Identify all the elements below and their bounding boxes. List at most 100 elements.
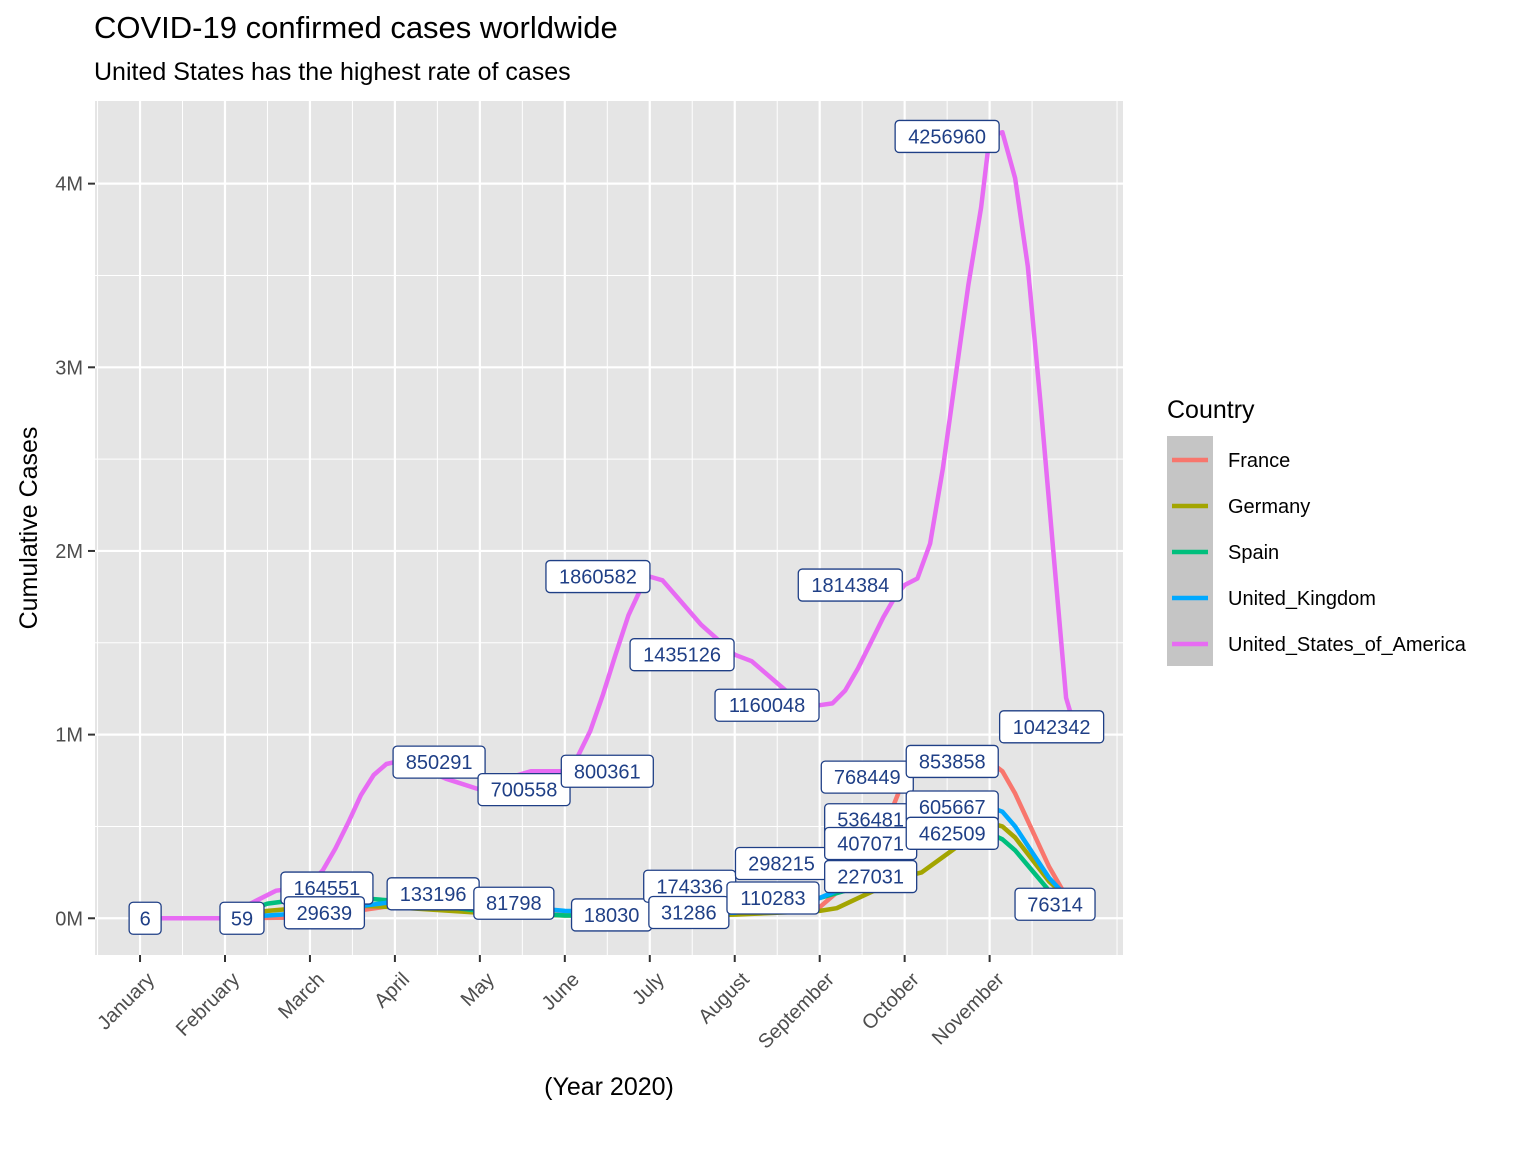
data-label-text: 853858 xyxy=(919,751,986,773)
data-label: 110283 xyxy=(726,881,820,915)
x-tick-label: September xyxy=(754,968,839,1053)
data-label-text: 605667 xyxy=(919,797,986,819)
data-label: 1160048 xyxy=(714,688,820,722)
x-tick-label: August xyxy=(694,968,754,1028)
x-tick-label: February xyxy=(172,969,244,1041)
data-label-box xyxy=(714,688,820,722)
data-label-box xyxy=(998,710,1105,744)
data-label: 850291 xyxy=(392,745,486,779)
data-label-box xyxy=(824,859,918,894)
x-tick-label: October xyxy=(858,968,924,1034)
data-label: 59 xyxy=(219,901,265,935)
data-label: 76314 xyxy=(1014,887,1096,921)
data-label-text: 700558 xyxy=(491,780,558,802)
data-label-text: 1814384 xyxy=(811,575,889,597)
data-label-text: 1160048 xyxy=(729,695,805,717)
data-label-text: 462509 xyxy=(919,823,986,845)
data-label-text: 164551 xyxy=(294,878,361,900)
data-label: 133196 xyxy=(386,877,480,911)
y-tick-label: 4M xyxy=(55,174,83,196)
data-label-box xyxy=(477,772,571,807)
data-label: 768449 xyxy=(820,760,914,794)
chart-subtitle: United States has the highest rate of ca… xyxy=(94,58,571,86)
legend-item: Germany xyxy=(1172,496,1310,518)
data-label-text: 59 xyxy=(231,908,253,930)
data-label: 31286 xyxy=(648,895,730,930)
data-label: 1860582 xyxy=(545,559,651,594)
data-label: 605667 xyxy=(905,790,999,824)
series-line-united-states-of-america xyxy=(137,129,1077,921)
data-label-text: 29639 xyxy=(297,903,353,925)
x-tick-label: November xyxy=(928,968,1009,1049)
data-label-box xyxy=(560,754,654,788)
x-tick-label: March xyxy=(274,969,329,1024)
legend-item: United_Kingdom xyxy=(1172,588,1376,610)
data-label-box xyxy=(1014,887,1096,921)
data-label-box xyxy=(473,886,555,920)
data-label-box xyxy=(545,559,651,594)
data-label-box xyxy=(128,901,162,935)
data-label: 1814384 xyxy=(797,568,903,602)
data-label: 227031 xyxy=(824,859,918,894)
y-tick-label: 0M xyxy=(55,908,83,930)
data-label-text: 800361 xyxy=(574,761,641,783)
x-tick-label: May xyxy=(457,969,499,1011)
data-label: 4256960 xyxy=(894,119,1000,154)
x-tick-label: April xyxy=(370,969,414,1013)
data-label: 407071 xyxy=(824,826,918,861)
data-label-text: 227031 xyxy=(837,867,904,889)
data-label-text: 1042342 xyxy=(1013,717,1091,739)
data-label-box xyxy=(797,568,903,602)
data-label: 853858 xyxy=(905,744,999,779)
legend-label: Germany xyxy=(1228,496,1310,518)
data-label-text: 1435126 xyxy=(643,645,721,667)
data-label-text: 768449 xyxy=(834,767,901,789)
data-label-text: 298215 xyxy=(748,853,815,875)
data-label: 6 xyxy=(128,901,162,935)
data-label-text: 174336 xyxy=(656,876,723,898)
x-tick-label: June xyxy=(538,969,584,1015)
data-label: 164551 xyxy=(280,871,374,905)
data-label-text: 31286 xyxy=(661,903,717,925)
y-axis-title: Cumulative Cases xyxy=(15,427,43,630)
data-label-text: 110283 xyxy=(740,888,805,910)
y-tick-label: 2M xyxy=(55,541,83,563)
data-label-text: 76314 xyxy=(1027,894,1083,916)
data-label-box xyxy=(905,816,999,850)
legend-title: Country xyxy=(1167,396,1255,424)
legend-label: France xyxy=(1228,450,1290,472)
data-label-text: 81798 xyxy=(486,893,542,915)
data-label: 1435126 xyxy=(629,638,735,672)
data-label-box xyxy=(629,638,735,672)
data-label: 1042342 xyxy=(998,710,1105,744)
legend-item: United_States_of_America xyxy=(1172,634,1467,656)
data-label-text: 133196 xyxy=(400,884,467,906)
data-label-text: 536481 xyxy=(837,810,904,832)
data-label-box xyxy=(219,901,265,935)
data-label-box xyxy=(894,119,1000,154)
legend-label: Spain xyxy=(1228,542,1279,564)
legend-label: United_States_of_America xyxy=(1228,634,1467,656)
data-label-box xyxy=(283,896,366,930)
data-label-box xyxy=(905,744,999,779)
data-label: 298215 xyxy=(734,846,829,881)
data-label-text: 1860582 xyxy=(559,567,637,589)
x-axis-title: (Year 2020) xyxy=(544,1073,674,1101)
data-label: 700558 xyxy=(477,772,571,807)
x-tick-label: July xyxy=(628,969,669,1010)
chart-title: COVID-19 confirmed cases worldwide xyxy=(94,10,618,45)
legend-label: United_Kingdom xyxy=(1228,588,1376,610)
legend-item: Spain xyxy=(1172,542,1279,564)
data-label-box xyxy=(726,881,820,915)
data-label: 18030 xyxy=(570,898,653,932)
data-label-text: 850291 xyxy=(406,752,473,774)
data-label-box xyxy=(392,745,486,779)
y-tick-label: 1M xyxy=(55,725,83,747)
data-label-text: 407071 xyxy=(837,834,904,856)
data-label: 81798 xyxy=(473,886,555,920)
data-label-text: 4256960 xyxy=(908,126,986,148)
data-label: 462509 xyxy=(905,816,999,850)
data-label-text: 6 xyxy=(140,908,151,930)
